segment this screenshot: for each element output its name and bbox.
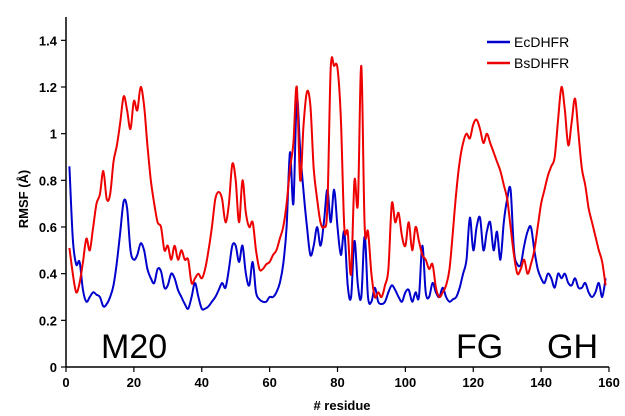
x-tick-label: 0 (62, 375, 69, 390)
x-tick-label: 40 (195, 375, 209, 390)
y-axis-ticks: 0 0.2 0.4 0.6 0.8 1 1.2 1.4 (39, 33, 66, 375)
y-tick-label: 1.4 (39, 33, 58, 48)
y-tick-label: 0 (50, 360, 57, 375)
y-axis-title: RMSF (Å) (16, 170, 31, 229)
chart-legend: EcDHFR BsDHFR (487, 34, 569, 71)
x-axis-title: # residue (313, 398, 370, 413)
x-tick-label: 160 (598, 375, 620, 390)
y-tick-label: 0.6 (39, 220, 57, 235)
x-tick-label: 140 (530, 375, 552, 390)
annotation-gh: GH (547, 328, 598, 366)
y-tick-label: 1 (50, 127, 57, 142)
series-lines (68, 56, 607, 311)
y-tick-label: 0.8 (39, 173, 57, 188)
x-tick-label: 120 (462, 375, 484, 390)
annotation-fg: FG (456, 328, 503, 366)
x-tick-label: 100 (395, 375, 417, 390)
x-tick-label: 60 (262, 375, 276, 390)
y-tick-label: 0.4 (39, 267, 58, 282)
series-line-bsdhfr (68, 56, 607, 299)
y-tick-label: 1.2 (39, 80, 57, 95)
x-axis-ticks: 0 20 40 60 80 100 120 140 160 (62, 367, 620, 390)
legend-label-bsdhfr: BsDHFR (514, 55, 569, 71)
legend-label-ecdhfr: EcDHFR (514, 34, 569, 50)
x-tick-label: 80 (330, 375, 344, 390)
y-tick-label: 0.2 (39, 313, 57, 328)
x-tick-label: 20 (127, 375, 141, 390)
annotation-m20: M20 (101, 328, 167, 366)
